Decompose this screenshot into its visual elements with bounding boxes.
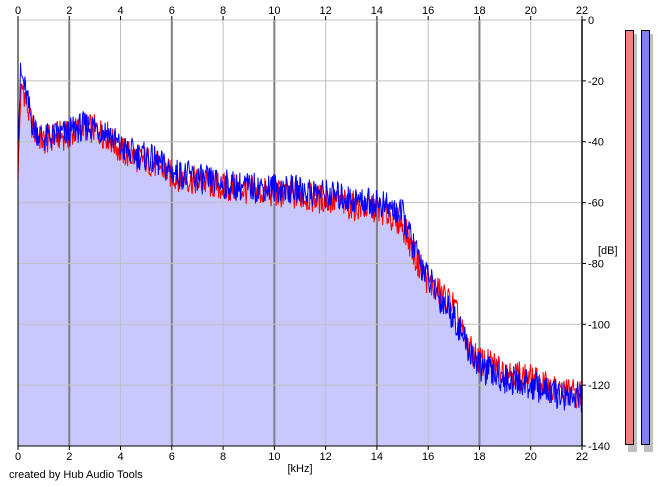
y-tick-label: -60 <box>588 198 604 210</box>
x-tick-label-bottom: 0 <box>15 451 21 463</box>
y-tick-label: -80 <box>588 258 604 270</box>
y-tick-label: -20 <box>588 76 604 88</box>
spectrum-fill-area <box>18 84 582 447</box>
x-tick-label-top: 14 <box>371 5 383 17</box>
y-tick-label: -100 <box>588 319 610 331</box>
x-tick-label-bottom: 4 <box>117 451 123 463</box>
x-tick-label-top: 0 <box>15 5 21 17</box>
x-tick-label-bottom: 12 <box>320 451 332 463</box>
x-tick-label-bottom: 14 <box>371 451 383 463</box>
x-tick-label-bottom: 2 <box>66 451 72 463</box>
x-tick-label-top: 2 <box>66 5 72 17</box>
x-tick-label-top: 8 <box>220 5 226 17</box>
y-tick-label: -120 <box>588 380 610 392</box>
x-tick-label-top: 10 <box>268 5 280 17</box>
y-tick-label: 0 <box>588 15 594 27</box>
credit-text: created by Hub Audio Tools <box>9 469 143 481</box>
x-tick-label-top: 20 <box>525 5 537 17</box>
x-tick-label-top: 4 <box>117 5 123 17</box>
y-tick-label: -40 <box>588 137 604 149</box>
x-tick-label-bottom: 22 <box>576 451 588 463</box>
y-axis-label: [dB] <box>598 245 618 257</box>
y-tick-label: -140 <box>588 441 610 453</box>
x-tick-label-bottom: 6 <box>169 451 175 463</box>
x-axis-label: [kHz] <box>287 463 312 475</box>
x-tick-label-top: 16 <box>422 5 434 17</box>
x-tick-label-top: 12 <box>320 5 332 17</box>
x-tick-label-bottom: 20 <box>525 451 537 463</box>
x-tick-label-bottom: 8 <box>220 451 226 463</box>
x-tick-label-top: 6 <box>169 5 175 17</box>
x-tick-label-bottom: 10 <box>268 451 280 463</box>
level-meter-right <box>641 30 650 445</box>
spectrum-line-right <box>17 62 583 413</box>
x-tick-label-bottom: 16 <box>422 451 434 463</box>
x-tick-label-bottom: 18 <box>473 451 485 463</box>
level-meter-left <box>625 30 634 445</box>
x-tick-label-top: 22 <box>576 5 588 17</box>
x-tick-label-top: 18 <box>473 5 485 17</box>
